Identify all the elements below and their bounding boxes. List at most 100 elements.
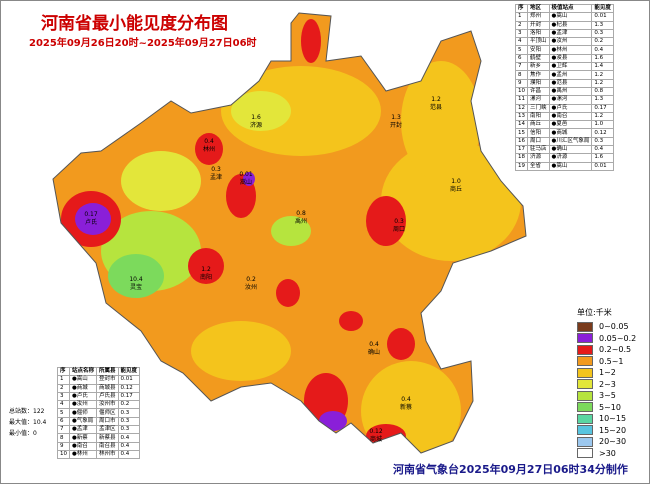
cell: 新乡 xyxy=(527,62,550,72)
station-name: 南阳 xyxy=(200,273,212,281)
row: 16 周口 ●川汇区气象局 0.3 xyxy=(515,136,614,147)
cell: 1.2 xyxy=(591,78,614,88)
cell: 17 xyxy=(515,145,528,155)
header-cell: 地区 xyxy=(527,3,550,14)
cell: ●漯河 xyxy=(548,95,593,105)
legend-item: 5~10 xyxy=(577,402,636,414)
title: 河南省最小能见度分布图 xyxy=(41,14,228,34)
legend-swatch xyxy=(577,367,593,378)
legend-swatch xyxy=(577,390,593,401)
cell: 全省 xyxy=(527,161,550,171)
legend-item: 20~30 xyxy=(577,436,636,448)
cell: 林州市 xyxy=(96,449,119,460)
cell: 11 xyxy=(515,95,528,105)
cell: 0.3 xyxy=(117,425,141,435)
cell: 1.2 xyxy=(591,70,614,80)
station-name: 孟津 xyxy=(210,173,222,181)
cell: 商城县 xyxy=(96,383,119,393)
row: 6 ●气象局 周口市 0.3 xyxy=(57,416,141,427)
station-value: 0.4 xyxy=(204,138,214,145)
row: 10 许昌 ●禹州 0.8 xyxy=(515,86,614,97)
station-value: 1.0 xyxy=(451,178,461,185)
cell: 3 xyxy=(515,28,528,39)
cell: 1.4 xyxy=(591,62,614,72)
cell: 0.4 xyxy=(591,45,614,55)
cell: 0.12 xyxy=(591,128,614,138)
header-cell: 能见度 xyxy=(591,3,614,14)
row: 13 南阳 ●南召 1.2 xyxy=(515,111,614,122)
station-name: 林州 xyxy=(203,145,215,153)
cell: 7 xyxy=(515,62,528,72)
legend-swatch xyxy=(577,379,593,390)
cell: 0.4 xyxy=(117,441,141,451)
row: 1 郑州 ●嵩山 0.01 xyxy=(515,12,614,22)
row: 9 ●南召 南召县 0.4 xyxy=(57,441,141,451)
station-name: 卢氏 xyxy=(85,218,97,226)
cell: 6 xyxy=(515,53,528,64)
cell: 0.17 xyxy=(591,103,614,113)
cell: 新蔡县 xyxy=(96,433,119,443)
cell: 0.3 xyxy=(591,136,614,147)
cell: 4 xyxy=(515,37,528,47)
cell: ●嵩山 xyxy=(68,375,98,385)
cell: ●孟州 xyxy=(548,70,593,80)
station-value: 1.6 xyxy=(251,114,261,121)
cell: ●南召 xyxy=(68,441,98,451)
legend-item: 15~20 xyxy=(577,425,636,437)
header-cell: 能见度 xyxy=(117,366,141,377)
cell: ●林州 xyxy=(68,449,98,460)
header-row: 序站点名称 所属县 能见度 xyxy=(57,366,141,377)
cell: 0.8 xyxy=(591,86,614,97)
cell: ●偃师 xyxy=(68,408,98,418)
header-cell: 序 xyxy=(515,3,528,14)
station-value: 10.4 xyxy=(129,276,143,283)
cell: 0.2 xyxy=(117,400,141,410)
cell: 孟津区 xyxy=(96,425,119,435)
legend-label: 0.5~1 xyxy=(599,356,624,366)
row: 2 ●商城 商城县 0.12 xyxy=(57,383,141,393)
legend-label: 0~0.05 xyxy=(599,322,629,332)
cell: 0.01 xyxy=(591,12,614,22)
legend-label: 2~3 xyxy=(599,379,616,389)
station-value: 1.3 xyxy=(391,114,401,121)
cell: 0.3 xyxy=(117,416,141,427)
cell: ●商城 xyxy=(68,383,98,393)
cell: 1.6 xyxy=(591,153,614,163)
legend-item: 10~15 xyxy=(577,413,636,425)
cell: 12 xyxy=(515,103,528,113)
legend-label: 5~10 xyxy=(599,402,621,412)
station-name: 周口 xyxy=(393,226,405,233)
cell: 1.3 xyxy=(591,95,614,105)
legend-label: 0.05~0.2 xyxy=(599,333,637,343)
cell: ●林州 xyxy=(548,45,593,55)
legend-label: 3~5 xyxy=(599,391,616,401)
row: 12 三门峡 ●卢氏 0.17 xyxy=(515,103,614,113)
cell: 2 xyxy=(515,20,528,30)
cell: 4 xyxy=(57,400,70,410)
station-name: 商丘 xyxy=(450,185,462,193)
station-value: 0.01 xyxy=(239,171,253,178)
cell: ●夏邑 xyxy=(548,120,593,130)
cell: 8 xyxy=(57,433,70,443)
station-name: 嵩山 xyxy=(240,178,252,186)
cell: 3 xyxy=(57,391,70,402)
cell: ●济源 xyxy=(548,153,593,163)
cell: ●孟津 xyxy=(68,425,98,435)
station-name: 范县 xyxy=(430,103,442,111)
cell: 济源 xyxy=(527,153,550,163)
cell: ●浚县 xyxy=(548,53,593,64)
station-name: 灵宝 xyxy=(130,283,142,291)
cell: 郑州 xyxy=(527,12,550,22)
cell: ●禹州 xyxy=(548,86,593,97)
cell: 漯河 xyxy=(527,95,550,105)
header-cell: 所属县 xyxy=(96,366,119,377)
legend-title: 单位:千米 xyxy=(577,308,612,317)
cell: 登封市 xyxy=(96,375,119,385)
row: 18 济源 ●济源 1.6 xyxy=(515,153,614,163)
cell: 商丘 xyxy=(527,120,550,130)
legend-label: 0.2~0.5 xyxy=(599,345,632,355)
cell: 焦作 xyxy=(527,70,550,80)
station-value: 0.4 xyxy=(369,341,379,348)
